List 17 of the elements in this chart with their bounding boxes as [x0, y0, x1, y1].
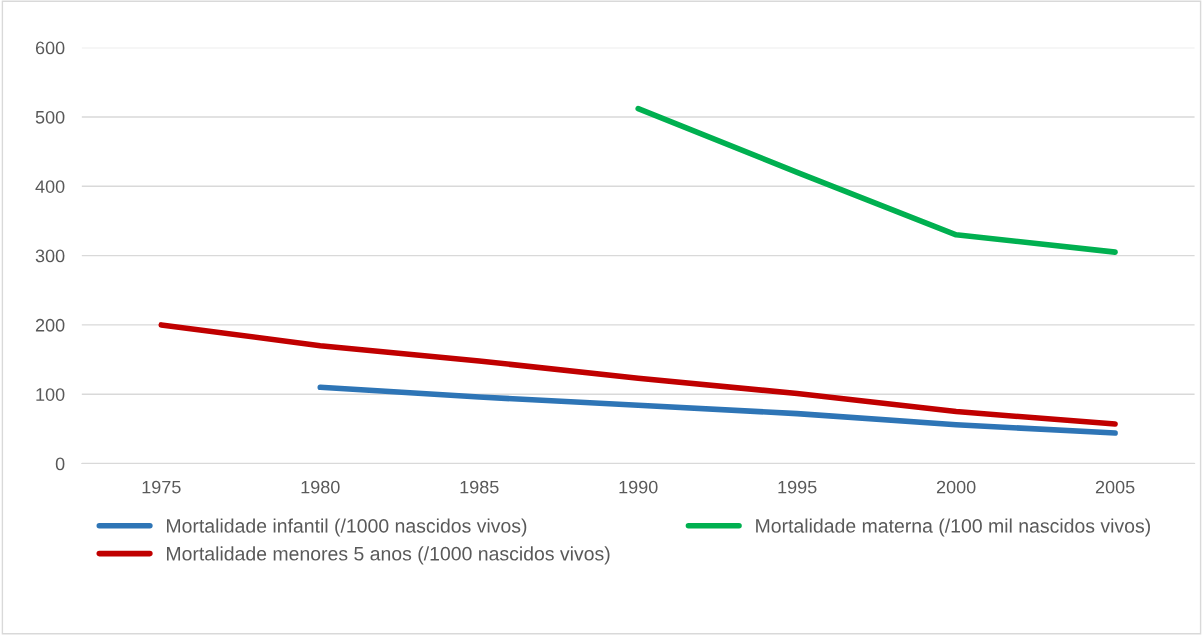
- legend-label: Mortalidade materna (/100 mil nascidos vivos): [756, 518, 1150, 537]
- x-tick-label: 2005: [1095, 480, 1135, 494]
- y-tick-label: 200: [35, 318, 65, 332]
- legend-label: Mortalidade infantil (/1000 nascidos vivos): [167, 518, 527, 537]
- x-tick-label: 1985: [460, 480, 499, 494]
- x-tick-label: 2000: [936, 480, 976, 494]
- x-tick-label: 1995: [778, 480, 817, 494]
- y-tick-label: 600: [35, 41, 65, 55]
- y-tick-label: 500: [35, 110, 65, 124]
- legend-label: Mortalidade menores 5 anos (/1000 nascidos vivos): [167, 546, 610, 565]
- x-tick-label: 1980: [301, 480, 340, 494]
- y-tick-label: 300: [35, 249, 65, 263]
- x-tick-label: 1990: [619, 480, 658, 494]
- x-tick-label: 1975: [142, 480, 181, 494]
- y-tick-label: 0: [55, 457, 65, 471]
- y-tick-label: 400: [35, 180, 65, 193]
- y-tick-label: 100: [36, 388, 65, 401]
